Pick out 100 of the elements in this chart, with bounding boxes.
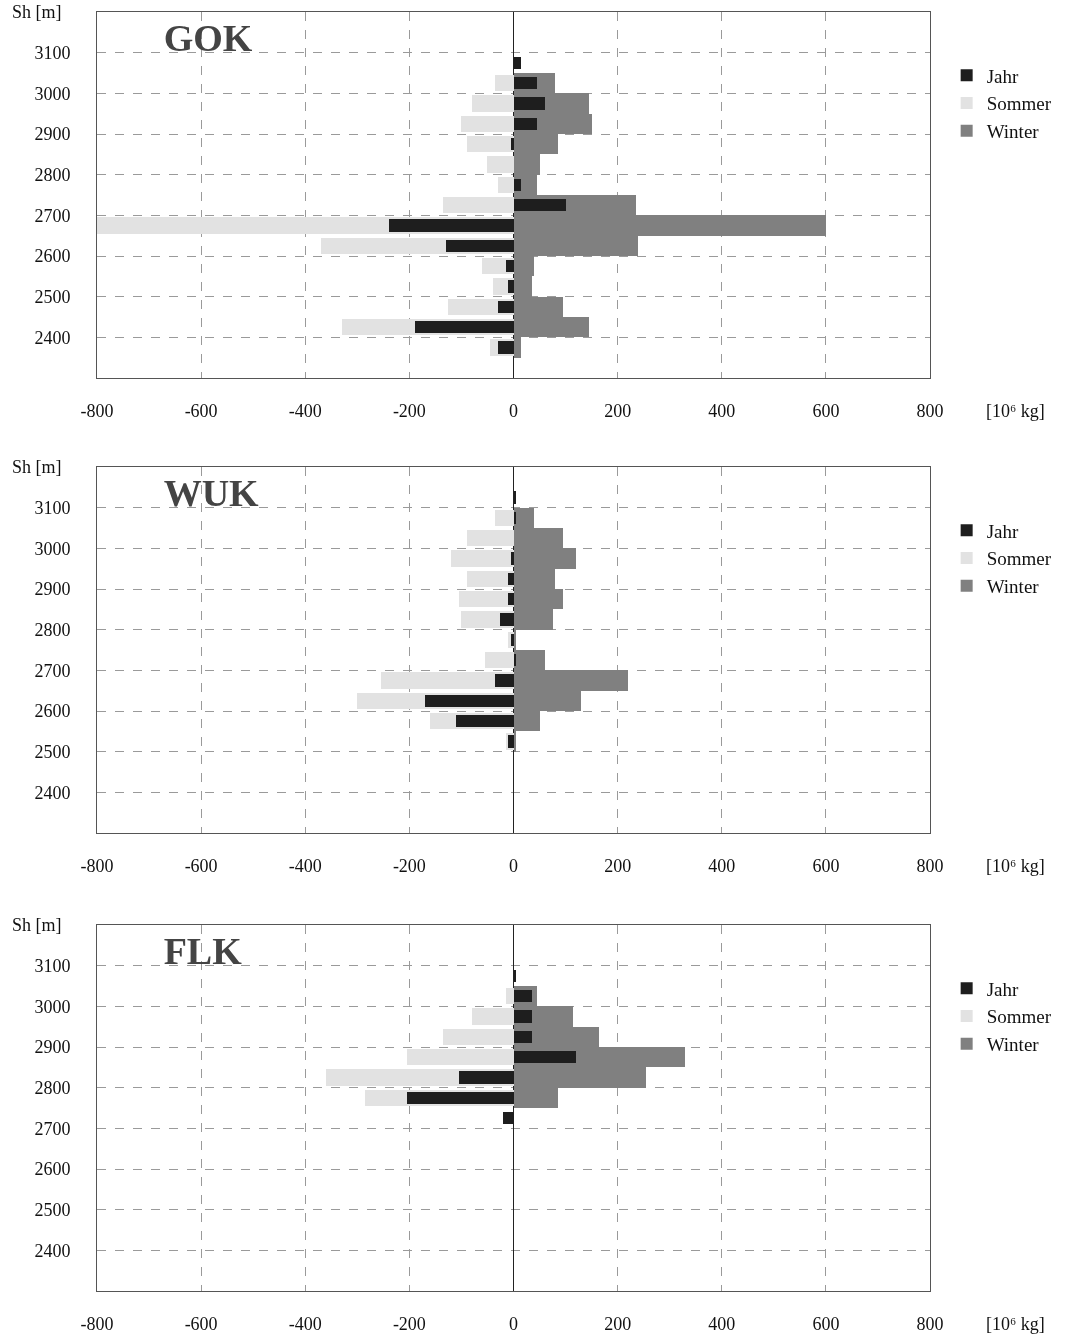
y-tick-label: 2900 [34,1037,71,1058]
x-tick-label: -800 [80,400,114,421]
y-tick-label: 2500 [34,286,71,307]
x-tick-label: -600 [184,855,218,876]
x-tick-label: -800 [80,855,114,876]
x-tick-label: 600 [812,1313,840,1334]
bar [424,694,514,707]
x-axis-title: [10⁶ kg] [986,1314,1045,1334]
bar [508,280,514,293]
x-tick-label: -400 [288,855,322,876]
x-tick-label: 800 [916,400,944,421]
bar [406,1049,514,1066]
bar [513,97,545,110]
legend-label: Winter [986,1034,1040,1056]
y-tick-label: 2800 [34,1077,71,1098]
bar [495,75,514,92]
bar [445,239,514,252]
y-axis-title: Sh [m] [12,2,62,22]
bar [487,156,514,173]
y-tick-label: 2400 [34,1240,71,1261]
bar [466,136,514,153]
x-tick-label: -400 [288,1313,322,1334]
bar [471,95,514,112]
y-axis-title: Sh [m] [12,457,62,477]
x-tick-label: 600 [812,855,840,876]
x-tick-label: 400 [708,855,736,876]
bar [510,552,514,565]
x-tick-label: -600 [184,1313,218,1334]
x-tick-label: 200 [604,400,632,421]
x-tick-label: 400 [708,400,736,421]
y-tick-label: 3000 [34,83,71,104]
bar [497,341,514,354]
x-tick-label: 200 [604,1313,632,1334]
x-tick-label: 800 [916,1313,944,1334]
x-axis-title: [10⁶ kg] [986,401,1045,421]
y-tick-label: 2800 [34,619,71,640]
bar [461,115,514,132]
y-tick-label: 2700 [34,660,71,681]
bar [500,613,514,626]
x-tick-label: 800 [916,855,944,876]
y-tick-label: 3100 [34,42,71,63]
bar [406,1091,514,1104]
bar [458,1071,514,1084]
bar [458,591,514,608]
x-tick-label: -400 [288,400,322,421]
chart-title: WUK [163,471,260,514]
bar [508,572,514,585]
y-tick-label: 2600 [34,246,71,267]
y-tick-label: 2600 [34,701,71,722]
y-tick-label: 3100 [34,497,71,518]
y-tick-label: 2400 [34,782,71,803]
bar [508,593,514,606]
bar [513,1010,532,1023]
bar [495,509,514,526]
bar [513,990,532,1003]
y-tick-label: 2600 [34,1159,71,1180]
y-tick-label: 3000 [34,538,71,559]
x-tick-label: -200 [392,855,426,876]
bar [497,176,514,193]
x-tick-label: 400 [708,1313,736,1334]
bar [513,1030,532,1043]
y-tick-label: 2500 [34,741,71,762]
legend-label: Winter [986,121,1040,143]
x-tick-label: 0 [509,400,518,421]
x-tick-label: -200 [392,1313,426,1334]
y-tick-label: 2700 [34,205,71,226]
bar [414,321,514,334]
legend-label: Jahr [986,978,1019,1000]
bar [471,1008,514,1025]
x-tick-label: 600 [812,400,840,421]
x-tick-label: 200 [604,855,632,876]
legend-label: Sommer [986,93,1052,115]
bar [466,530,514,547]
y-tick-label: 2500 [34,1199,71,1220]
y-tick-label: 3000 [34,996,71,1017]
y-tick-label: 3100 [34,955,71,976]
bar [497,300,514,313]
chart-title: GOK [163,16,253,59]
x-tick-label: -800 [80,1313,114,1334]
bar [456,715,514,728]
y-tick-label: 2900 [34,124,71,145]
y-tick-label: 2800 [34,164,71,185]
legend-label: Winter [986,576,1040,598]
bar [484,652,514,669]
bar [466,570,514,587]
x-tick-label: -200 [392,400,426,421]
bar [513,199,566,212]
y-axis-title: Sh [m] [12,915,62,935]
y-tick-label: 2700 [34,1118,71,1139]
x-tick-label: 0 [509,1313,518,1334]
bar [513,117,537,130]
x-axis-title: [10⁶ kg] [986,856,1045,876]
bar [513,1051,576,1064]
bar [388,219,514,232]
bar [513,77,537,90]
legend-label: Sommer [986,1006,1052,1028]
y-tick-label: 2900 [34,579,71,600]
bar [505,988,514,1005]
bar [510,138,514,151]
chart-title: FLK [163,929,243,972]
